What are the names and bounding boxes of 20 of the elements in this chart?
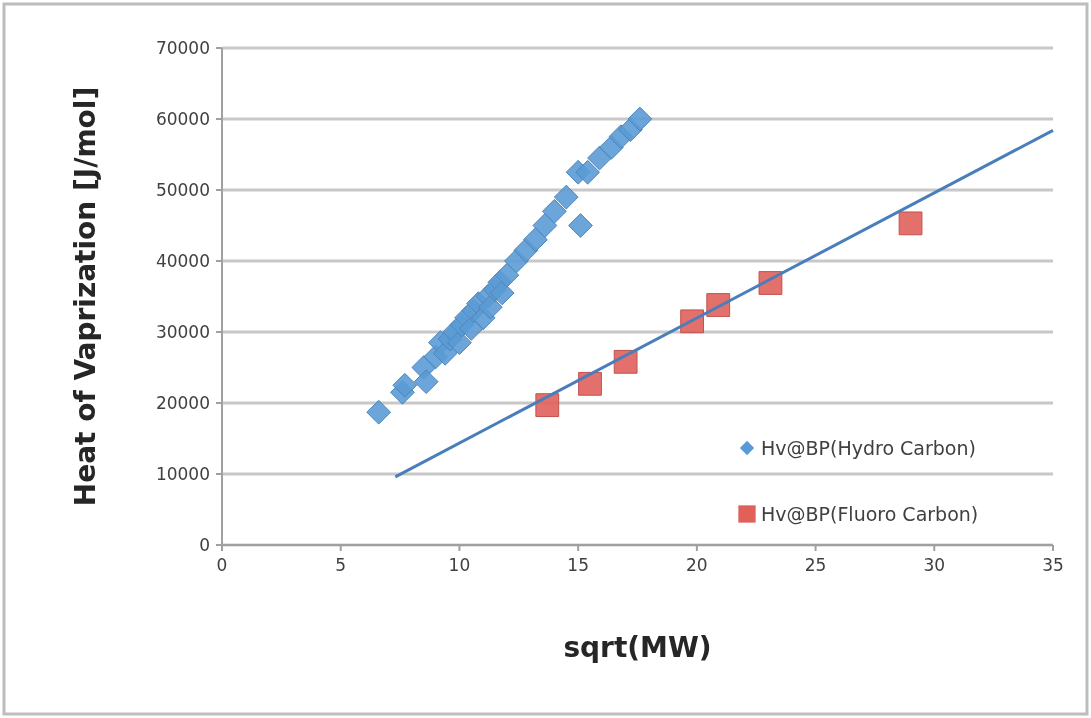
y-tick-label: 40000: [155, 251, 210, 271]
y-tick-label: 0: [199, 535, 210, 555]
x-tick-label: 25: [804, 555, 827, 575]
y-tick-label: 60000: [155, 109, 210, 129]
x-tick-label: 30: [923, 555, 946, 575]
x-tick-label: 35: [1042, 555, 1064, 575]
y-tick-label: 70000: [155, 38, 210, 58]
x-tick-label: 0: [216, 555, 228, 575]
legend-label: Hv@BP(Fluoro Carbon): [761, 503, 979, 525]
x-tick-label: 10: [448, 555, 471, 575]
x-axis-title: sqrt(MW): [563, 631, 712, 664]
x-tick-label: 15: [567, 555, 589, 575]
x-tick-label: 5: [335, 555, 347, 575]
y-tick-label: 50000: [155, 180, 210, 200]
legend-label: Hv@BP(Hydro Carbon): [761, 437, 976, 459]
y-tick-label: 20000: [155, 393, 210, 413]
y-axis-title: Heat of Vaprization [J/mol]: [69, 86, 102, 507]
y-tick-label: 10000: [155, 464, 210, 484]
y-tick-label: 30000: [155, 322, 210, 342]
x-tick-label: 20: [686, 555, 708, 575]
